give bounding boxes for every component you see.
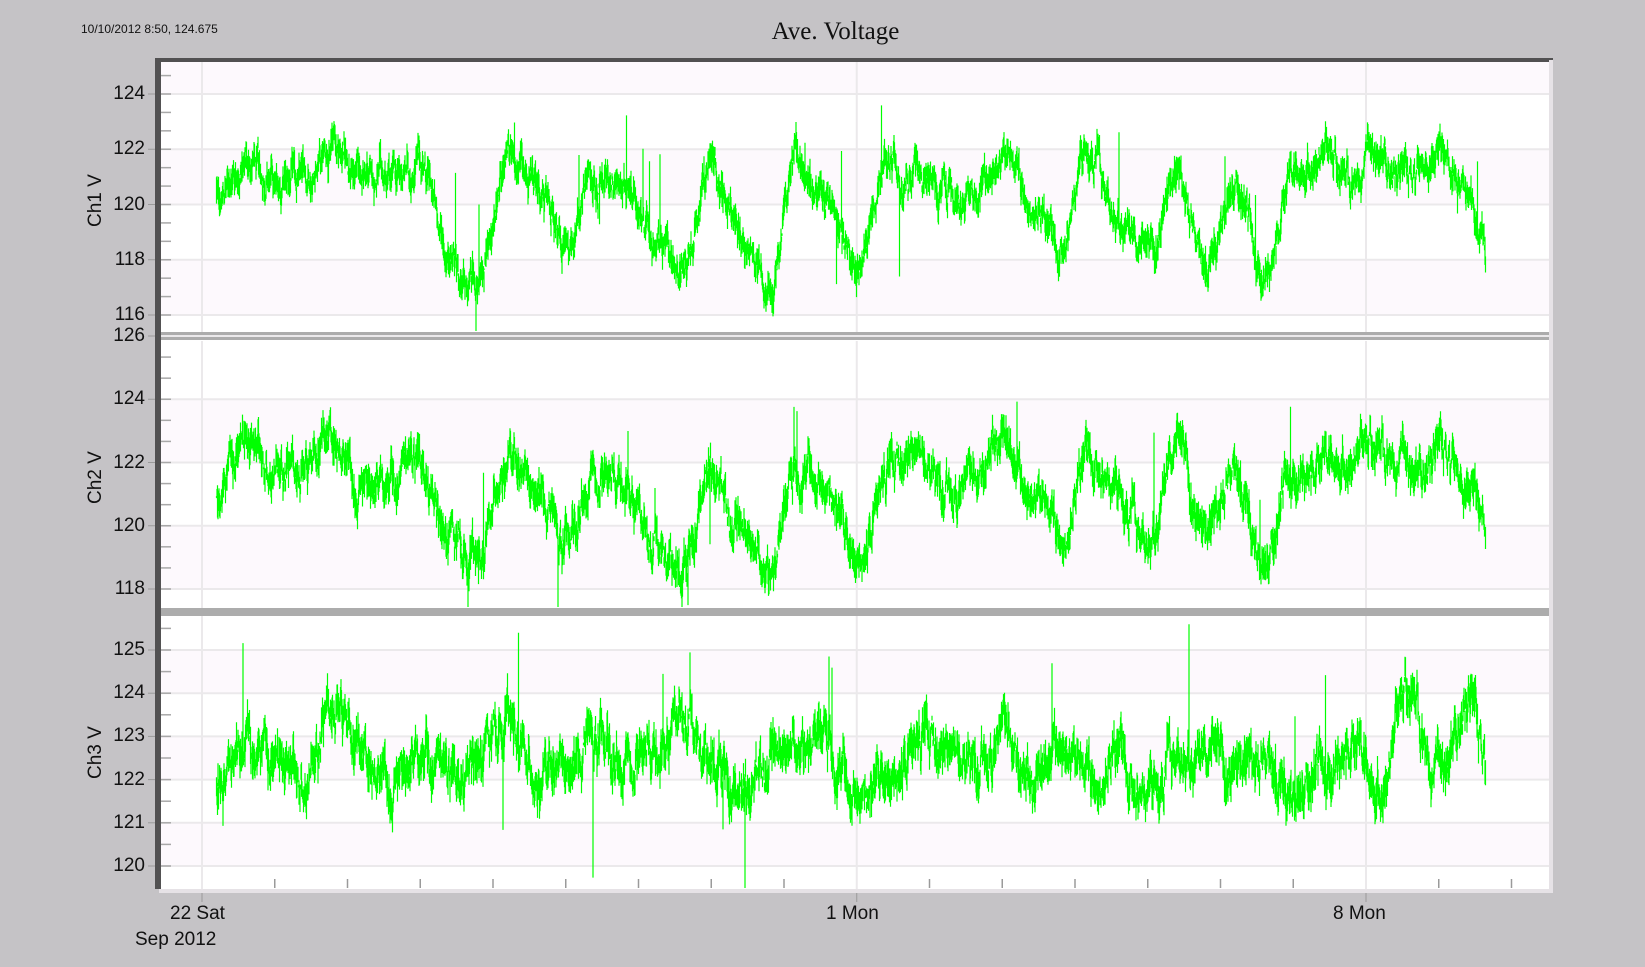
panel-2-y-tick-118: 118 — [114, 578, 145, 599]
plot-frame-top — [155, 58, 1553, 62]
panel-1-y-tick-118: 118 — [114, 248, 145, 270]
panel-2-y-tick-122: 122 — [113, 451, 145, 473]
x-tick-label-22-sat: 22 Sat — [170, 903, 225, 924]
panel-3-y-tick-125: 125 — [113, 639, 145, 660]
panel-3-y-tick-123: 123 — [113, 725, 145, 747]
x-tick-label-8-mon: 8 Mon — [1333, 903, 1386, 924]
panel-3-y-tick-124: 124 — [113, 682, 145, 704]
panel-1-voltage-trace — [215, 105, 1487, 331]
panel-2-voltage-trace — [215, 401, 1487, 607]
panel-3-y-tick-121: 121 — [113, 811, 145, 833]
panel-3-y-tick-120: 120 — [113, 855, 145, 876]
plot-frame-bottom — [159, 889, 1553, 893]
panel-1 — [148, 62, 1549, 332]
panel-2-y-tick-124: 124 — [113, 388, 145, 410]
panel-separator-2[interactable] — [161, 608, 1549, 616]
plot-frame-left — [155, 58, 161, 889]
panel-1-y-tick-116: 116 — [114, 304, 145, 325]
panel-1-y-tick-120: 120 — [113, 193, 145, 215]
plot-frame-right — [1549, 60, 1553, 893]
panel-2 — [148, 335, 1549, 608]
x-tick-label-1-mon: 1 Mon — [826, 903, 879, 924]
panel-separator-1b[interactable] — [161, 337, 1549, 340]
panel-separator-1a[interactable] — [161, 332, 1549, 335]
chart-title-text: Ave. Voltage — [771, 18, 900, 45]
panel-3-voltage-trace — [215, 624, 1487, 888]
chart-title: Ave. Voltage — [0, 18, 1645, 46]
panel-3 — [148, 616, 1549, 889]
panel-1-y-tick-122: 122 — [113, 138, 145, 160]
panel-3-y-tick-122: 122 — [113, 768, 145, 790]
panel-1-y-tick-124: 124 — [113, 83, 145, 104]
x-axis-month-label: Sep 2012 — [135, 929, 217, 950]
cursor-readout: 10/10/2012 8:50, 124.675 — [81, 22, 218, 36]
panel-2-y-tick-120: 120 — [113, 514, 145, 536]
panel-2-y-tick-126: 126 — [113, 325, 145, 346]
